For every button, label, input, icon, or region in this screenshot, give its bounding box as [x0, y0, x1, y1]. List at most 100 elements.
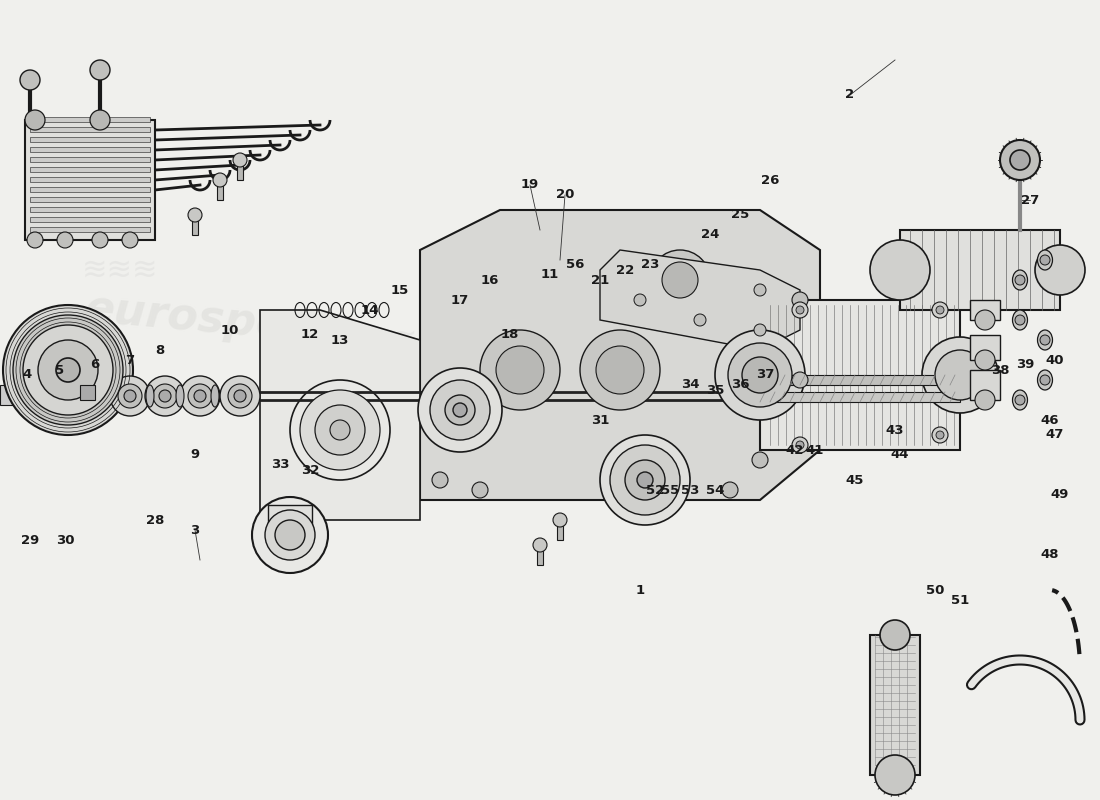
Circle shape — [20, 70, 40, 90]
Bar — [268, 505, 312, 535]
Circle shape — [145, 376, 185, 416]
Text: 45: 45 — [846, 474, 865, 486]
Text: 56: 56 — [565, 258, 584, 271]
Circle shape — [975, 350, 996, 370]
Circle shape — [300, 390, 379, 470]
Text: 10: 10 — [221, 323, 239, 337]
Circle shape — [796, 306, 804, 314]
Circle shape — [160, 390, 170, 402]
Circle shape — [330, 420, 350, 440]
Text: 40: 40 — [1046, 354, 1065, 366]
Bar — [30, 177, 150, 182]
Circle shape — [625, 460, 666, 500]
Polygon shape — [260, 310, 420, 520]
Bar — [760, 392, 960, 402]
Circle shape — [935, 350, 984, 400]
Circle shape — [1040, 255, 1050, 265]
Circle shape — [56, 358, 80, 382]
Circle shape — [754, 324, 766, 336]
Text: 11: 11 — [541, 269, 559, 282]
Text: 50: 50 — [926, 583, 944, 597]
Circle shape — [234, 390, 246, 402]
Ellipse shape — [1037, 250, 1053, 270]
Bar — [30, 207, 150, 212]
Text: 48: 48 — [1041, 549, 1059, 562]
Text: 4: 4 — [22, 369, 32, 382]
Text: 6: 6 — [90, 358, 100, 371]
Bar — [192, 215, 198, 235]
Circle shape — [936, 431, 944, 439]
Circle shape — [553, 513, 566, 527]
Circle shape — [932, 427, 948, 443]
Bar — [30, 137, 150, 142]
Text: 47: 47 — [1046, 429, 1064, 442]
Circle shape — [792, 302, 808, 318]
Ellipse shape — [211, 385, 219, 407]
Text: ≋≋≋: ≋≋≋ — [81, 255, 158, 285]
Circle shape — [662, 262, 698, 298]
Circle shape — [1015, 315, 1025, 325]
Text: 42: 42 — [785, 443, 804, 457]
Bar — [537, 545, 543, 565]
Circle shape — [430, 380, 490, 440]
Circle shape — [23, 325, 113, 415]
Circle shape — [715, 330, 805, 420]
Circle shape — [752, 452, 768, 468]
Circle shape — [480, 330, 560, 410]
Circle shape — [722, 482, 738, 498]
Bar — [30, 157, 150, 162]
Text: 29: 29 — [21, 534, 40, 546]
Circle shape — [1035, 245, 1085, 295]
Bar — [970, 370, 1000, 400]
Text: 51: 51 — [950, 594, 969, 606]
Bar — [217, 180, 223, 200]
Bar — [30, 117, 150, 122]
Text: 3: 3 — [190, 523, 199, 537]
Polygon shape — [600, 250, 800, 350]
Text: 34: 34 — [681, 378, 700, 391]
Text: ≋≋≋: ≋≋≋ — [392, 326, 469, 354]
Circle shape — [610, 445, 680, 515]
Circle shape — [122, 232, 138, 248]
Bar — [30, 227, 150, 232]
Text: 16: 16 — [481, 274, 499, 286]
Circle shape — [870, 240, 930, 300]
Text: 26: 26 — [761, 174, 779, 186]
Circle shape — [194, 390, 206, 402]
Circle shape — [180, 376, 220, 416]
Circle shape — [496, 346, 544, 394]
Text: 8: 8 — [155, 343, 165, 357]
Bar — [557, 520, 563, 540]
Ellipse shape — [176, 385, 184, 407]
Text: 28: 28 — [146, 514, 164, 526]
Circle shape — [728, 343, 792, 407]
Circle shape — [57, 232, 73, 248]
Text: 2: 2 — [846, 89, 855, 102]
Circle shape — [792, 437, 808, 453]
Text: 39: 39 — [1015, 358, 1034, 371]
Text: 44: 44 — [891, 449, 910, 462]
Text: 12: 12 — [301, 329, 319, 342]
Text: 18: 18 — [500, 329, 519, 342]
Text: 20: 20 — [556, 189, 574, 202]
Ellipse shape — [1012, 310, 1027, 330]
Circle shape — [110, 376, 150, 416]
Circle shape — [188, 208, 202, 222]
Text: 21: 21 — [591, 274, 609, 286]
Text: 13: 13 — [331, 334, 349, 346]
Bar — [970, 335, 1000, 360]
Circle shape — [580, 330, 660, 410]
Circle shape — [694, 314, 706, 326]
Text: 25: 25 — [730, 209, 749, 222]
Circle shape — [754, 284, 766, 296]
Text: 36: 36 — [730, 378, 749, 391]
Circle shape — [650, 250, 710, 310]
Text: 53: 53 — [681, 483, 700, 497]
Text: eurosports: eurosports — [82, 286, 358, 354]
Circle shape — [153, 384, 177, 408]
Circle shape — [596, 346, 644, 394]
Text: eurosports: eurosports — [562, 286, 838, 354]
Bar — [30, 127, 150, 132]
Polygon shape — [80, 385, 95, 400]
Text: 27: 27 — [1021, 194, 1040, 206]
